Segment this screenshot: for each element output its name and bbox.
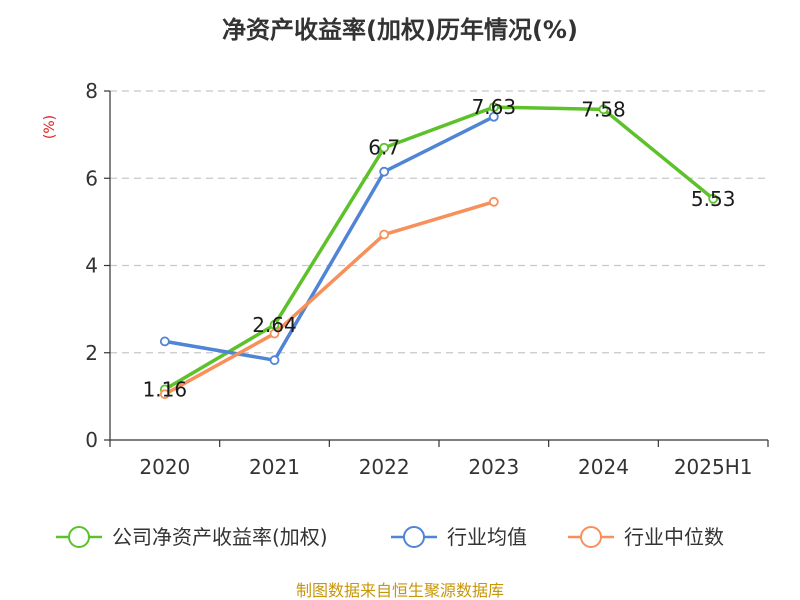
y-tick-label: 4 (85, 254, 98, 278)
data-labels: 1.16 2.64 6.7 7.63 7.58 5.53 (143, 95, 736, 401)
data-point (598, 104, 609, 115)
legend-label: 公司净资产收益率(加权) (112, 525, 328, 549)
data-point (159, 336, 170, 347)
data-label: 2.64 (252, 313, 297, 337)
y-axis-label: (%) (42, 115, 58, 139)
x-tick-label: 2021 (249, 455, 300, 479)
data-point (269, 328, 280, 339)
data-point (159, 389, 170, 400)
data-label: 1.16 (143, 377, 188, 401)
data-label: 6.7 (368, 136, 400, 160)
series-line (164, 115, 495, 362)
x-tick-label: 2022 (359, 455, 410, 479)
data-point (379, 166, 390, 177)
legend: 公司净资产收益率(加权) 行业均值 行业中位数 (56, 525, 724, 549)
x-tick-label: 2020 (139, 455, 190, 479)
legend-label: 行业中位数 (624, 525, 724, 549)
legend-swatch-marker (580, 526, 602, 548)
data-point (379, 142, 390, 153)
data-label: 7.58 (581, 97, 626, 121)
data-point (708, 193, 719, 204)
legend-label: 行业均值 (447, 525, 527, 549)
legend-swatch-marker (68, 526, 90, 548)
gridlines (110, 90, 768, 354)
x-tick-label: 2025H1 (674, 455, 753, 479)
data-point (379, 229, 390, 240)
y-tick-label: 6 (85, 166, 98, 190)
y-tick-label: 8 (85, 79, 98, 103)
series-lines (159, 102, 719, 400)
data-label: 7.63 (472, 95, 517, 119)
axes: 0 2 4 6 8 2020 2021 2022 2023 2024 2025H1 (85, 79, 769, 479)
data-point (488, 196, 499, 207)
data-point (488, 111, 499, 122)
data-point (269, 355, 280, 366)
x-tick-label: 2023 (468, 455, 519, 479)
source-note: 制图数据来自恒生聚源数据库 (296, 581, 504, 600)
series-line (163, 105, 715, 391)
y-tick-label: 2 (85, 341, 98, 365)
x-tick-label: 2024 (578, 455, 629, 479)
y-tick-label: 0 (85, 428, 98, 452)
data-point (488, 102, 499, 113)
series-line (163, 200, 495, 396)
legend-swatch-marker (403, 526, 425, 548)
data-label: 5.53 (691, 187, 736, 211)
chart-title: 净资产收益率(加权)历年情况(%) (222, 16, 578, 44)
